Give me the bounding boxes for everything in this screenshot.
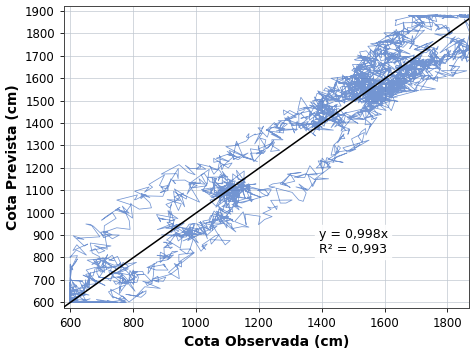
Y-axis label: Cota Prevista (cm): Cota Prevista (cm) xyxy=(6,84,19,230)
Text: y = 0,998x
R² = 0,993: y = 0,998x R² = 0,993 xyxy=(319,228,388,256)
X-axis label: Cota Observada (cm): Cota Observada (cm) xyxy=(184,335,349,349)
